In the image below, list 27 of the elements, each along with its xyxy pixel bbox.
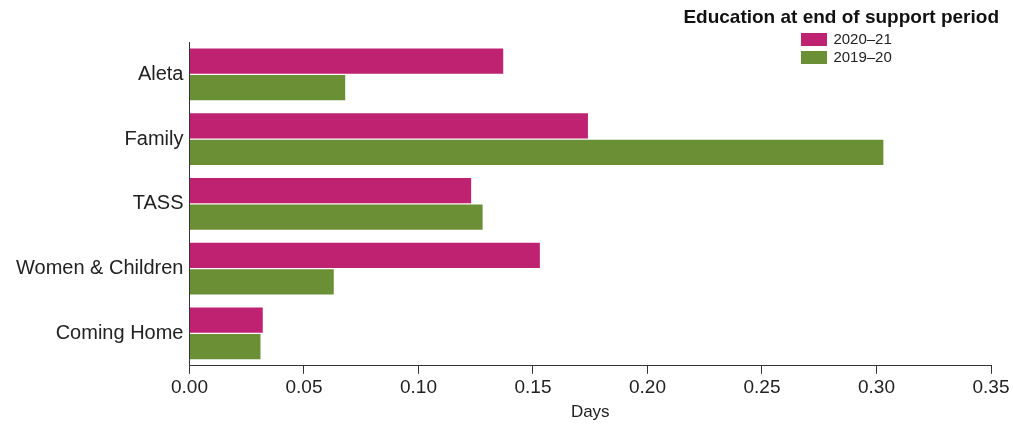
x-tick-label: 0.30 xyxy=(858,376,895,398)
bar xyxy=(189,307,263,333)
bar xyxy=(189,242,540,268)
y-tick-label: Aleta xyxy=(137,61,185,84)
x-tick-label: 0.15 xyxy=(514,376,552,398)
x-tick-label: 0.10 xyxy=(399,376,437,398)
bar xyxy=(189,269,334,295)
y-tick-label: TASS xyxy=(132,191,184,214)
y-tick-label: Women & Children xyxy=(16,256,184,279)
bar xyxy=(189,48,504,74)
y-tick-label: Coming Home xyxy=(55,320,184,343)
bar xyxy=(189,204,483,230)
bar xyxy=(189,75,346,101)
x-tick-label: 0.00 xyxy=(170,376,208,398)
legend-label: 2020–21 xyxy=(833,30,892,48)
y-tick-label: Family xyxy=(124,126,184,149)
legend-title: Education at end of support period xyxy=(683,6,999,28)
x-tick-label: 0.20 xyxy=(629,376,666,398)
bar xyxy=(189,334,261,360)
x-tick-label: 0.05 xyxy=(285,376,323,398)
x-tick-label: 0.25 xyxy=(743,376,781,398)
x-axis-title: Days xyxy=(570,402,610,422)
bar xyxy=(189,178,472,204)
x-tick-label: 0.35 xyxy=(972,376,1010,398)
bar xyxy=(189,139,884,166)
bar xyxy=(189,113,588,139)
legend-label: 2019–20 xyxy=(833,48,892,66)
